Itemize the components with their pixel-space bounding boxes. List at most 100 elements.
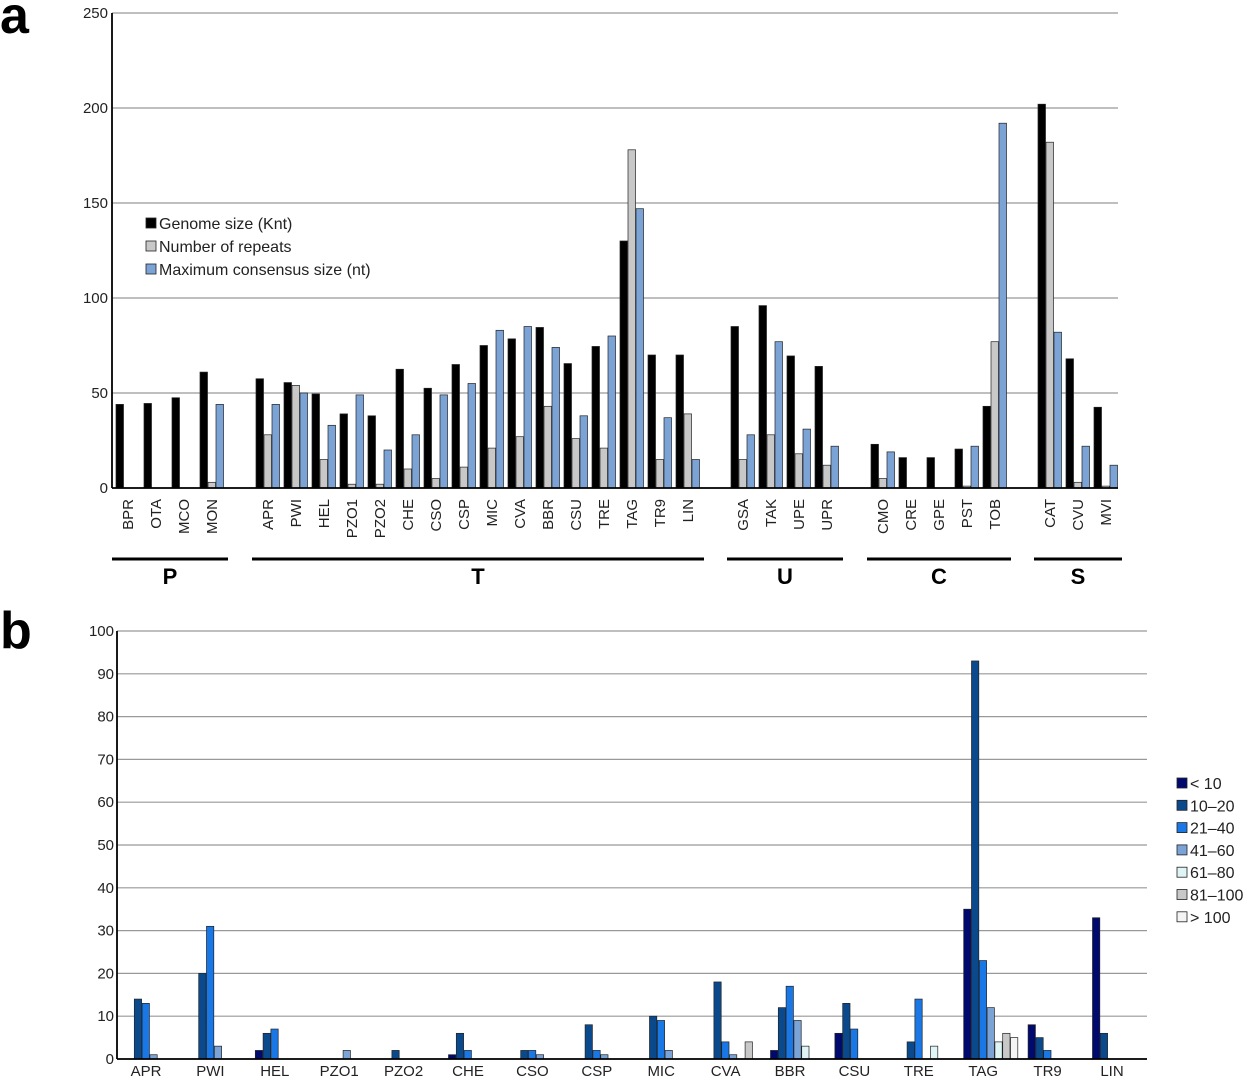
- category-label-b: MIC: [647, 1063, 675, 1077]
- bar-a-gpe-s0: [926, 457, 935, 489]
- bar-b-pzo1-s3: [342, 1050, 351, 1060]
- bar-a-upr-s1: [822, 464, 831, 489]
- category-label-a: GPE: [931, 499, 948, 531]
- bar-b-mic-s1: [649, 1015, 658, 1060]
- y-tick-label-b: 90: [97, 666, 114, 683]
- bar-a-mic-s1: [487, 447, 496, 489]
- category-label-b: CSO: [516, 1063, 549, 1077]
- y-tick-label-b: 50: [97, 837, 114, 854]
- category-label-b: PZO1: [320, 1063, 359, 1077]
- category-label-b: CSU: [839, 1063, 871, 1077]
- bar-a-pwi-s1: [291, 385, 300, 489]
- bar-a-mvi-s0: [1093, 406, 1102, 489]
- bar-b-tag-s4: [994, 1041, 1003, 1060]
- bar-a-cva-s1: [515, 436, 524, 489]
- bar-b-tre-s2: [914, 998, 923, 1060]
- legend-swatch-a: [145, 217, 157, 229]
- bar-b-pzo2-s1: [391, 1050, 400, 1060]
- bar-a-cva-s0: [507, 338, 516, 489]
- bar-a-upr-s0: [814, 366, 823, 489]
- legend-swatch-b: [1176, 777, 1188, 789]
- legend-label-b: 41–60: [1190, 843, 1235, 860]
- bar-b-mic-s3: [664, 1050, 673, 1060]
- legend-label-b: < 10: [1190, 776, 1222, 793]
- bar-a-bpr-s0: [115, 404, 124, 489]
- bar-b-csp-s2: [592, 1050, 601, 1060]
- category-label-a: OTA: [148, 499, 165, 529]
- group-label-u: U: [777, 564, 793, 589]
- category-label-a: BPR: [120, 499, 137, 530]
- bar-a-cva-s2: [523, 326, 532, 489]
- bar-b-csu-s0: [834, 1032, 843, 1060]
- y-tick-label-b: 30: [97, 923, 114, 940]
- category-label-a: CSP: [456, 499, 473, 530]
- bar-b-hel-s0: [254, 1050, 263, 1060]
- bar-b-bbr-s4: [801, 1045, 810, 1060]
- bar-a-tak-s1: [766, 434, 775, 489]
- bar-a-cat-s1: [1045, 141, 1054, 489]
- bar-b-hel-s2: [270, 1028, 279, 1060]
- y-tick-label-b: 20: [97, 965, 114, 982]
- group-label-c: C: [931, 564, 947, 589]
- bar-a-tob-s2: [998, 122, 1007, 489]
- bar-b-apr-s1: [133, 998, 142, 1060]
- category-label-a: MON: [204, 499, 221, 534]
- bar-b-pwi-s2: [206, 925, 215, 1060]
- category-label-a: PWI: [288, 499, 305, 527]
- bar-a-pzo2-s2: [383, 449, 392, 489]
- bar-a-lin-s0: [675, 354, 684, 489]
- category-label-a: PZO1: [344, 499, 361, 538]
- bar-a-lin-s2: [691, 459, 700, 489]
- bar-a-tak-s2: [774, 341, 783, 489]
- bar-a-cat-s2: [1053, 331, 1062, 489]
- bar-a-pst-s0: [954, 448, 963, 489]
- category-label-b: CSP: [581, 1063, 612, 1077]
- category-label-a: CMO: [875, 499, 892, 534]
- category-label-a: CVA: [512, 499, 529, 529]
- bar-a-bbr-s2: [551, 347, 560, 489]
- bar-a-cat-s0: [1037, 103, 1046, 489]
- bar-a-tob-s0: [982, 405, 991, 489]
- bar-b-tre-s1: [906, 1041, 915, 1060]
- bar-a-upe-s1: [794, 453, 803, 489]
- category-label-b: TR9: [1033, 1063, 1061, 1077]
- y-tick-label-b: 80: [97, 709, 114, 726]
- category-label-a: MCO: [176, 499, 193, 534]
- bar-a-cmo-s2: [886, 451, 895, 489]
- bar-a-upr-s2: [830, 445, 839, 489]
- bar-a-gsa-s2: [746, 434, 755, 489]
- bar-a-ota-s0: [143, 403, 152, 489]
- bar-b-cva-s5: [744, 1041, 753, 1060]
- legend-label-b: 10–20: [1190, 798, 1235, 815]
- legend-label-b: 61–80: [1190, 865, 1235, 882]
- bar-a-tr9-s2: [663, 417, 672, 489]
- bar-a-csp-s2: [467, 383, 476, 489]
- bar-a-csu-s1: [571, 438, 580, 489]
- bar-a-cvu-s2: [1081, 445, 1090, 489]
- bar-a-pzo1-s0: [339, 413, 348, 489]
- bar-a-tre-s1: [599, 447, 608, 489]
- bar-b-tag-s1: [971, 660, 980, 1060]
- bar-a-csp-s0: [451, 364, 460, 489]
- bar-a-cmo-s0: [870, 443, 879, 489]
- category-label-a: CSO: [428, 499, 445, 532]
- bar-a-apr-s2: [271, 404, 280, 489]
- bar-b-pwi-s1: [198, 973, 207, 1060]
- bar-a-hel-s0: [311, 393, 320, 489]
- bar-b-tag-s6: [1010, 1037, 1019, 1060]
- category-label-b: CHE: [452, 1063, 484, 1077]
- category-label-a: BBR: [540, 499, 557, 530]
- bar-b-cva-s2: [721, 1041, 730, 1060]
- bar-a-cvu-s0: [1065, 358, 1074, 489]
- category-label-a: MIC: [484, 499, 501, 527]
- bar-a-mic-s2: [495, 329, 504, 489]
- category-label-a: CHE: [400, 499, 417, 531]
- legend-swatch-b: [1176, 822, 1188, 833]
- bar-b-lin-s0: [1092, 917, 1101, 1060]
- bar-a-pwi-s0: [283, 382, 292, 489]
- panel-label-b: b: [0, 602, 32, 660]
- bar-a-tag-s2: [635, 208, 644, 489]
- bar-a-mon-s0: [199, 371, 208, 489]
- bar-b-pwi-s3: [213, 1045, 222, 1060]
